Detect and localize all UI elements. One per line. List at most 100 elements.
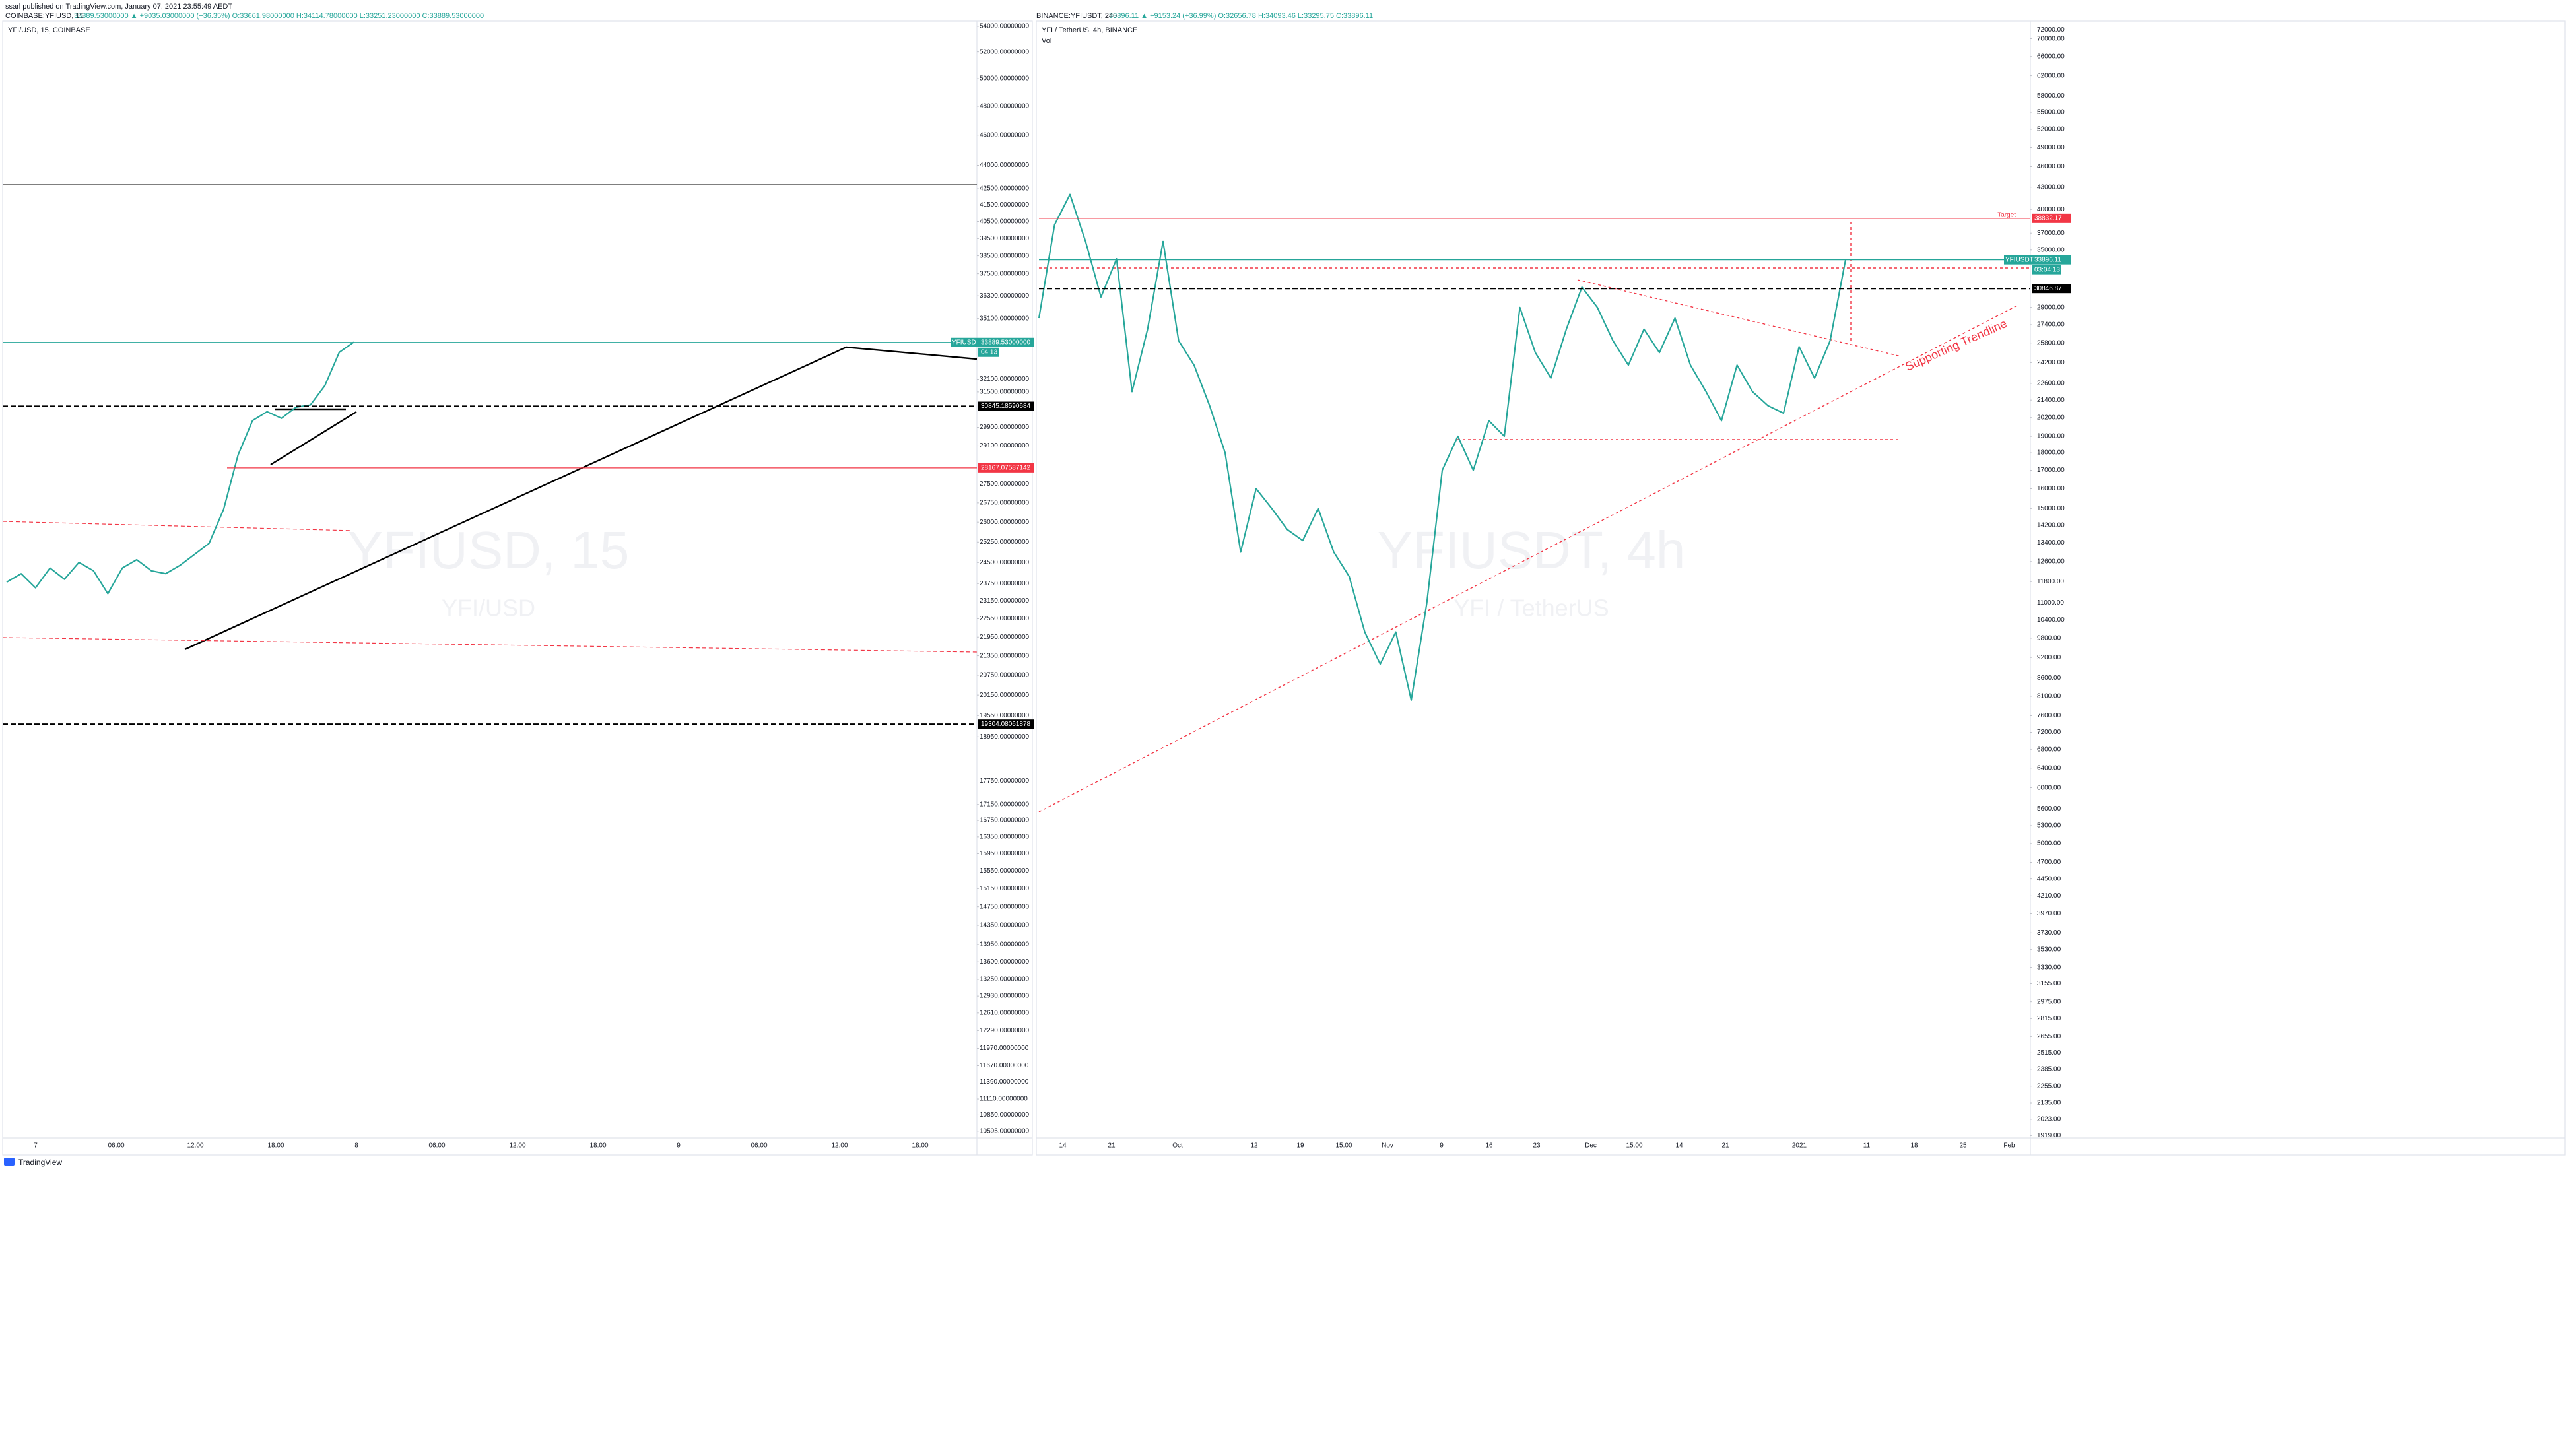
- left-red-dashed: [2, 637, 978, 653]
- price-tick-label: 23150.00000000: [980, 597, 1030, 605]
- price-label-box: [2032, 255, 2071, 265]
- price-label: 33896.11: [2034, 256, 2061, 263]
- price-tick-label: 5000.00: [2037, 840, 2061, 847]
- price-tick-label: 22600.00: [2037, 380, 2065, 387]
- price-tick-label: 3970.00: [2037, 910, 2061, 917]
- countdown-timer: 03:04:13: [2034, 266, 2060, 273]
- price-tick-label: 2815.00: [2037, 1015, 2061, 1022]
- price-label: 33889.53000000: [981, 339, 1031, 346]
- time-tick-label: 06:00: [428, 1142, 445, 1150]
- price-tick-label: 35100.00000000: [980, 315, 1030, 322]
- price-label: 38832.17: [2034, 215, 2062, 222]
- price-tick-label: 22550.00000000: [980, 615, 1030, 622]
- countdown-timer: 04:13: [981, 348, 997, 356]
- price-tick-label: 46000.00: [2037, 163, 2065, 170]
- time-tick-label: Nov: [1382, 1142, 1393, 1150]
- price-tick-label: 42500.00000000: [980, 185, 1030, 193]
- price-tick-label: 10595.00000000: [980, 1127, 1030, 1135]
- price-tick-label: 25800.00: [2037, 339, 2065, 347]
- right-watermark-sub: YFI / TetherUS: [1453, 595, 1609, 622]
- price-tick-label: 37000.00: [2037, 230, 2065, 237]
- price-tick-label: 12290.00000000: [980, 1027, 1030, 1034]
- time-tick-label: 15:00: [1626, 1142, 1642, 1150]
- price-tick-label: 17150.00000000: [980, 801, 1030, 808]
- time-tick-label: 23: [1533, 1142, 1541, 1150]
- price-tick-label: 7600.00: [2037, 712, 2061, 719]
- price-tick-label: 11970.00000000: [980, 1045, 1029, 1052]
- time-tick-label: 21: [1721, 1142, 1729, 1150]
- right-title: YFI / TetherUS, 4h, BINANCE: [1042, 26, 1137, 34]
- price-tick-label: 20150.00000000: [980, 692, 1030, 699]
- time-tick-label: 9: [1440, 1142, 1444, 1150]
- right-symbol: BINANCE:YFIUSDT, 240: [1036, 12, 1117, 20]
- price-tick-label: 9800.00: [2037, 635, 2061, 642]
- price-tick-label: 16750.00000000: [980, 817, 1030, 824]
- price-tick-label: 54000.00000000: [980, 23, 1030, 30]
- time-tick-label: Feb: [2003, 1142, 2015, 1150]
- price-tick-label: 13600.00000000: [980, 958, 1030, 966]
- price-tick-label: 13250.00000000: [980, 976, 1030, 983]
- price-tick-label: 24200.00: [2037, 359, 2065, 366]
- right-watermark: YFIUSDT, 4h: [1378, 521, 1686, 579]
- price-tick-label: 29900.00000000: [980, 424, 1030, 431]
- price-tick-label: 3730.00: [2037, 929, 2061, 937]
- supporting-trendline: [1038, 306, 2017, 812]
- left-symbol: COINBASE:YFIUSD, 15: [5, 12, 84, 20]
- price-tick-label: 23750.00000000: [980, 580, 1030, 587]
- price-label-box: [978, 401, 1034, 411]
- time-tick-label: 12:00: [509, 1142, 525, 1150]
- price-tick-label: 2655.00: [2037, 1033, 2061, 1040]
- price-tick-label: 38500.00000000: [980, 252, 1030, 259]
- time-tick-label: 21: [1108, 1142, 1116, 1150]
- price-tick-label: 17000.00: [2037, 467, 2065, 474]
- time-tick-label: 18:00: [267, 1142, 284, 1150]
- price-tick-label: 48000.00000000: [980, 103, 1030, 110]
- time-tick-label: 16: [1485, 1142, 1493, 1150]
- price-tick-label: 41500.00000000: [980, 201, 1030, 209]
- price-tick-label: 27400.00: [2037, 321, 2065, 329]
- price-line: [1038, 193, 1847, 701]
- price-tick-label: 25250.00000000: [980, 539, 1030, 546]
- time-tick-label: 14: [1059, 1142, 1067, 1150]
- price-tick-label: 18950.00000000: [980, 733, 1030, 741]
- price-tick-label: 7200.00: [2037, 729, 2061, 736]
- price-tick-label: 3530.00: [2037, 946, 2061, 953]
- time-tick-label: 18:00: [912, 1142, 928, 1150]
- timer-box: [978, 347, 999, 357]
- descending-trendline: [1577, 279, 1902, 357]
- time-tick-label: 12:00: [831, 1142, 848, 1150]
- price-tick-label: 44000.00000000: [980, 162, 1030, 169]
- time-tick-label: 11: [1863, 1142, 1871, 1150]
- right-quote: 33896.11 ▲ +9153.24 (+36.99%) O:32656.78…: [1109, 12, 1373, 20]
- price-tick-label: 11390.00000000: [980, 1078, 1029, 1086]
- price-tick-label: 2023.00: [2037, 1116, 2061, 1123]
- price-tick-label: 21350.00000000: [980, 652, 1030, 659]
- price-tick-label: 11000.00: [2037, 599, 2064, 607]
- price-tick-label: 6400.00: [2037, 764, 2061, 772]
- price-tick-label: 13400.00: [2037, 539, 2065, 546]
- price-tick-label: 26000.00000000: [980, 519, 1030, 526]
- price-tick-label: 16350.00000000: [980, 834, 1030, 841]
- price-tick-label: 26750.00000000: [980, 500, 1030, 507]
- price-tick-label: 4210.00: [2037, 892, 2061, 900]
- timer-box: [2032, 265, 2061, 275]
- price-tick-label: 66000.00: [2037, 53, 2065, 60]
- time-tick-label: 15:00: [1335, 1142, 1352, 1150]
- price-tick-label: 20200.00: [2037, 414, 2065, 421]
- price-label: 28167.07587142: [981, 464, 1031, 471]
- right-panel-frame: [1036, 20, 2566, 1156]
- time-tick-label: 2021: [1792, 1142, 1807, 1150]
- price-tick-label: 8600.00: [2037, 675, 2061, 682]
- price-tick-label: 2515.00: [2037, 1049, 2061, 1057]
- price-tick-label: 21950.00000000: [980, 634, 1030, 641]
- price-tick-label: 31500.00000000: [980, 389, 1030, 396]
- price-tick-label: 2255.00: [2037, 1082, 2061, 1090]
- price-tick-label: 12610.00000000: [980, 1010, 1030, 1017]
- price-tick-label: 14200.00: [2037, 521, 2065, 529]
- price-tick-label: 20750.00000000: [980, 672, 1030, 679]
- price-tick-label: 17750.00000000: [980, 778, 1030, 785]
- price-label: 19304.08061878: [981, 721, 1031, 728]
